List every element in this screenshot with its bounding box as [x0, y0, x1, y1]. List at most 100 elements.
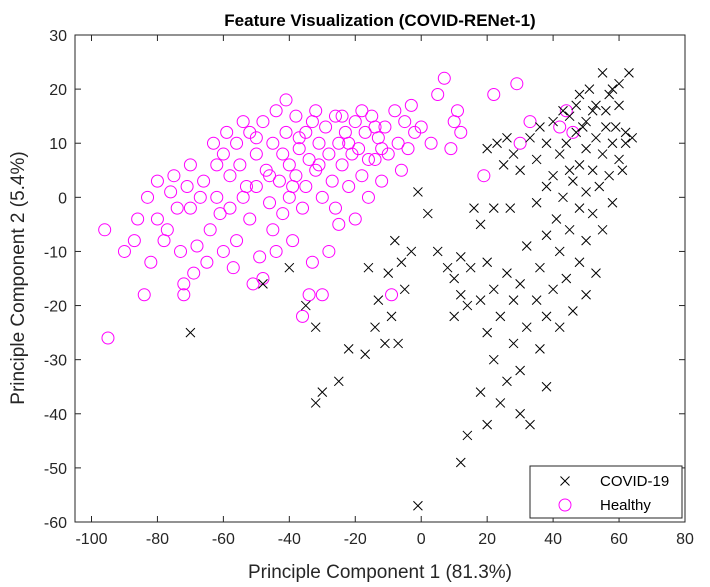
- data-points: [98, 68, 638, 511]
- covid-point: [574, 89, 585, 100]
- healthy-point: [223, 169, 237, 183]
- covid-point: [370, 322, 380, 333]
- covid-point: [564, 224, 575, 235]
- y-tick-label: -50: [44, 461, 67, 478]
- covid-point: [469, 203, 479, 214]
- covid-point: [462, 430, 473, 441]
- healthy-point: [213, 207, 227, 221]
- healthy-point: [348, 115, 362, 129]
- covid-point: [558, 192, 568, 203]
- covid-point: [488, 284, 499, 295]
- covid-point: [462, 300, 473, 311]
- covid-point: [564, 165, 575, 176]
- legend-circle-mark: [558, 498, 572, 512]
- healthy-point: [137, 288, 151, 302]
- healthy-point: [164, 185, 178, 199]
- covid-point: [574, 203, 585, 214]
- healthy-point: [305, 255, 319, 269]
- healthy-point: [361, 152, 375, 166]
- covid-point: [574, 257, 585, 268]
- covid-point: [551, 214, 562, 224]
- covid-point: [535, 343, 545, 354]
- covid-point: [442, 262, 453, 273]
- covid-point: [564, 111, 575, 122]
- covid-point: [541, 381, 552, 392]
- covid-point: [548, 284, 558, 295]
- covid-point: [604, 170, 615, 181]
- covid-point: [521, 322, 532, 333]
- healthy-point: [230, 234, 244, 248]
- healthy-point: [174, 244, 188, 258]
- covid-point: [502, 132, 512, 143]
- covid-point: [597, 149, 608, 159]
- healthy-point: [361, 190, 375, 204]
- covid-point: [607, 84, 618, 94]
- covid-point: [624, 68, 634, 78]
- covid-point: [521, 241, 532, 251]
- x-axis: -100 -80 -60 -40 -20 0 20 40 60 80: [75, 35, 694, 548]
- healthy-point: [282, 158, 296, 172]
- covid-point: [525, 132, 535, 143]
- healthy-point: [276, 207, 290, 221]
- healthy-point: [187, 266, 201, 280]
- healthy-point: [272, 174, 286, 188]
- y-tick-label: -20: [44, 299, 67, 316]
- covid-point: [561, 138, 572, 149]
- covid-point: [571, 100, 582, 111]
- legend-marker-covid-icon: [560, 476, 570, 486]
- healthy-point: [477, 169, 491, 183]
- healthy-point: [193, 190, 207, 204]
- covid-point: [574, 160, 585, 170]
- covid-point: [449, 311, 460, 322]
- covid-point: [554, 149, 565, 159]
- covid-point: [363, 262, 374, 273]
- healthy-point: [296, 201, 310, 215]
- y-tick-label: -30: [44, 353, 67, 370]
- healthy-point: [144, 255, 158, 269]
- healthy-point: [398, 115, 412, 129]
- healthy-point: [523, 115, 537, 129]
- covid-point: [535, 122, 545, 132]
- covid-point: [515, 365, 525, 376]
- healthy-point: [279, 125, 293, 139]
- healthy-point: [210, 158, 224, 172]
- covid-point: [482, 257, 493, 268]
- healthy-point: [408, 125, 422, 139]
- covid-point: [406, 246, 417, 257]
- covid-point: [380, 338, 390, 349]
- healthy-point: [328, 201, 342, 215]
- healthy-point: [141, 190, 155, 204]
- legend-label-covid: COVID-19: [600, 473, 669, 490]
- covid-point: [597, 224, 608, 235]
- covid-point: [396, 257, 407, 268]
- healthy-point: [183, 201, 197, 215]
- healthy-point: [424, 136, 438, 150]
- healthy-point: [355, 169, 369, 183]
- healthy-point: [160, 223, 174, 237]
- healthy-point: [289, 109, 303, 123]
- covid-point: [614, 154, 624, 165]
- healthy-point: [253, 250, 267, 264]
- covid-point: [541, 138, 552, 149]
- x-tick-label: -80: [146, 531, 169, 548]
- healthy-point: [279, 93, 293, 107]
- healthy-point: [243, 125, 257, 139]
- healthy-point: [233, 158, 247, 172]
- healthy-point: [312, 158, 326, 172]
- healthy-point: [322, 244, 336, 258]
- y-tick-label: 10: [49, 136, 67, 153]
- covid-point: [258, 279, 268, 289]
- healthy-point: [315, 190, 329, 204]
- covid-point: [515, 279, 525, 289]
- covid-point: [399, 284, 410, 295]
- healthy-point: [200, 255, 214, 269]
- healthy-point: [236, 115, 250, 129]
- covid-point: [587, 105, 598, 116]
- healthy-point: [352, 142, 366, 156]
- covid-point: [610, 122, 621, 132]
- covid-point: [581, 235, 591, 246]
- covid-point: [413, 187, 423, 197]
- healthy-point: [368, 152, 382, 166]
- covid-point: [554, 246, 565, 257]
- healthy-point: [286, 234, 300, 248]
